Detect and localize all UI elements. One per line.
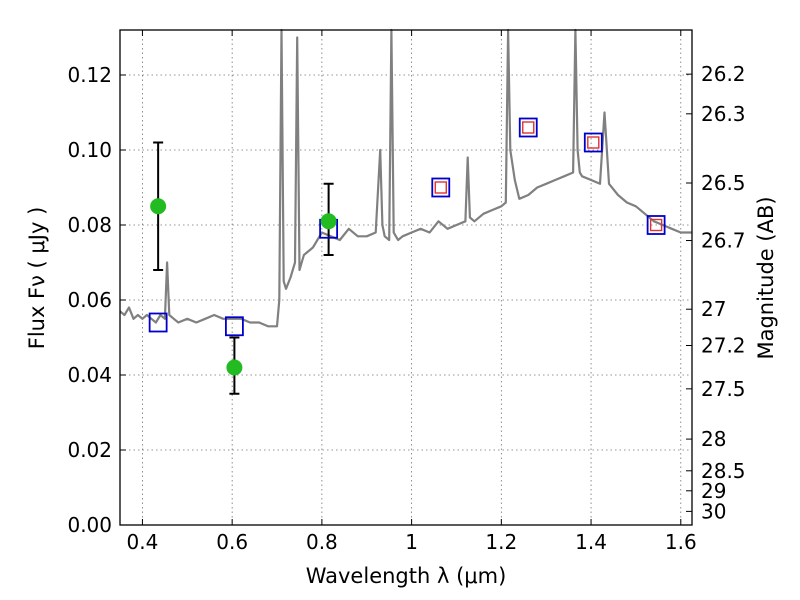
observed-point <box>150 198 167 215</box>
x-axis-label: Wavelength λ (μm) <box>306 564 507 588</box>
right-axis-label: Magnitude (AB) <box>754 196 778 359</box>
y-tick-label: 0.12 <box>67 63 112 87</box>
photometry-square <box>587 136 600 149</box>
y-tick-label: 0.02 <box>67 438 112 462</box>
model-square <box>646 215 666 235</box>
observed-point <box>226 359 243 376</box>
photometry-square <box>434 181 447 194</box>
y-axis-label: Flux Fν ( μJy ) <box>25 207 49 350</box>
axis-ticks: 0.4 0.6 0.8 1 1.2 1.4 1.6 0.00 0.02 0.04 0.06 0.08 0… <box>67 30 746 554</box>
plot-frame <box>119 29 693 526</box>
grid <box>120 30 692 526</box>
x-tick-label: 1.4 <box>575 530 607 554</box>
spectrum-layer <box>119 28 692 328</box>
x-tick-label: 0.8 <box>306 530 338 554</box>
model-square <box>148 312 168 333</box>
right-tick-label: 27 <box>701 297 726 321</box>
right-tick-label: 28.5 <box>701 459 746 483</box>
marker-layer <box>148 117 666 395</box>
y-tick-label: 0.04 <box>67 363 112 387</box>
right-tick-label: 26.2 <box>701 62 746 86</box>
right-tick-label: 26.7 <box>701 229 746 253</box>
y-tick-label: 0.00 <box>67 513 112 537</box>
right-tick-label: 28 <box>701 427 726 451</box>
right-tick-label: 27.2 <box>701 334 746 358</box>
model-square <box>431 177 451 198</box>
x-tick-label: 1.6 <box>665 530 697 554</box>
x-tick-label: 1 <box>405 530 418 554</box>
y-tick-label: 0.08 <box>67 213 112 237</box>
y-tick-label: 0.10 <box>67 138 112 162</box>
observed-point <box>320 213 337 230</box>
photometry-square <box>522 121 535 134</box>
model-square <box>583 132 603 153</box>
right-tick-label: 29 <box>701 479 726 503</box>
right-tick-label: 27.5 <box>701 377 746 401</box>
spectrum-line <box>119 28 692 328</box>
y-tick-label: 0.06 <box>67 288 112 312</box>
x-tick-label: 1.2 <box>485 530 517 554</box>
right-tick-label: 26.3 <box>701 102 746 126</box>
photometry-square <box>649 218 663 232</box>
right-tick-label: 26.5 <box>701 171 746 195</box>
model-square <box>518 117 538 138</box>
right-tick-label: 30 <box>701 499 726 523</box>
x-tick-label: 0.4 <box>127 530 159 554</box>
model-square <box>224 316 244 337</box>
x-tick-label: 0.6 <box>216 530 248 554</box>
